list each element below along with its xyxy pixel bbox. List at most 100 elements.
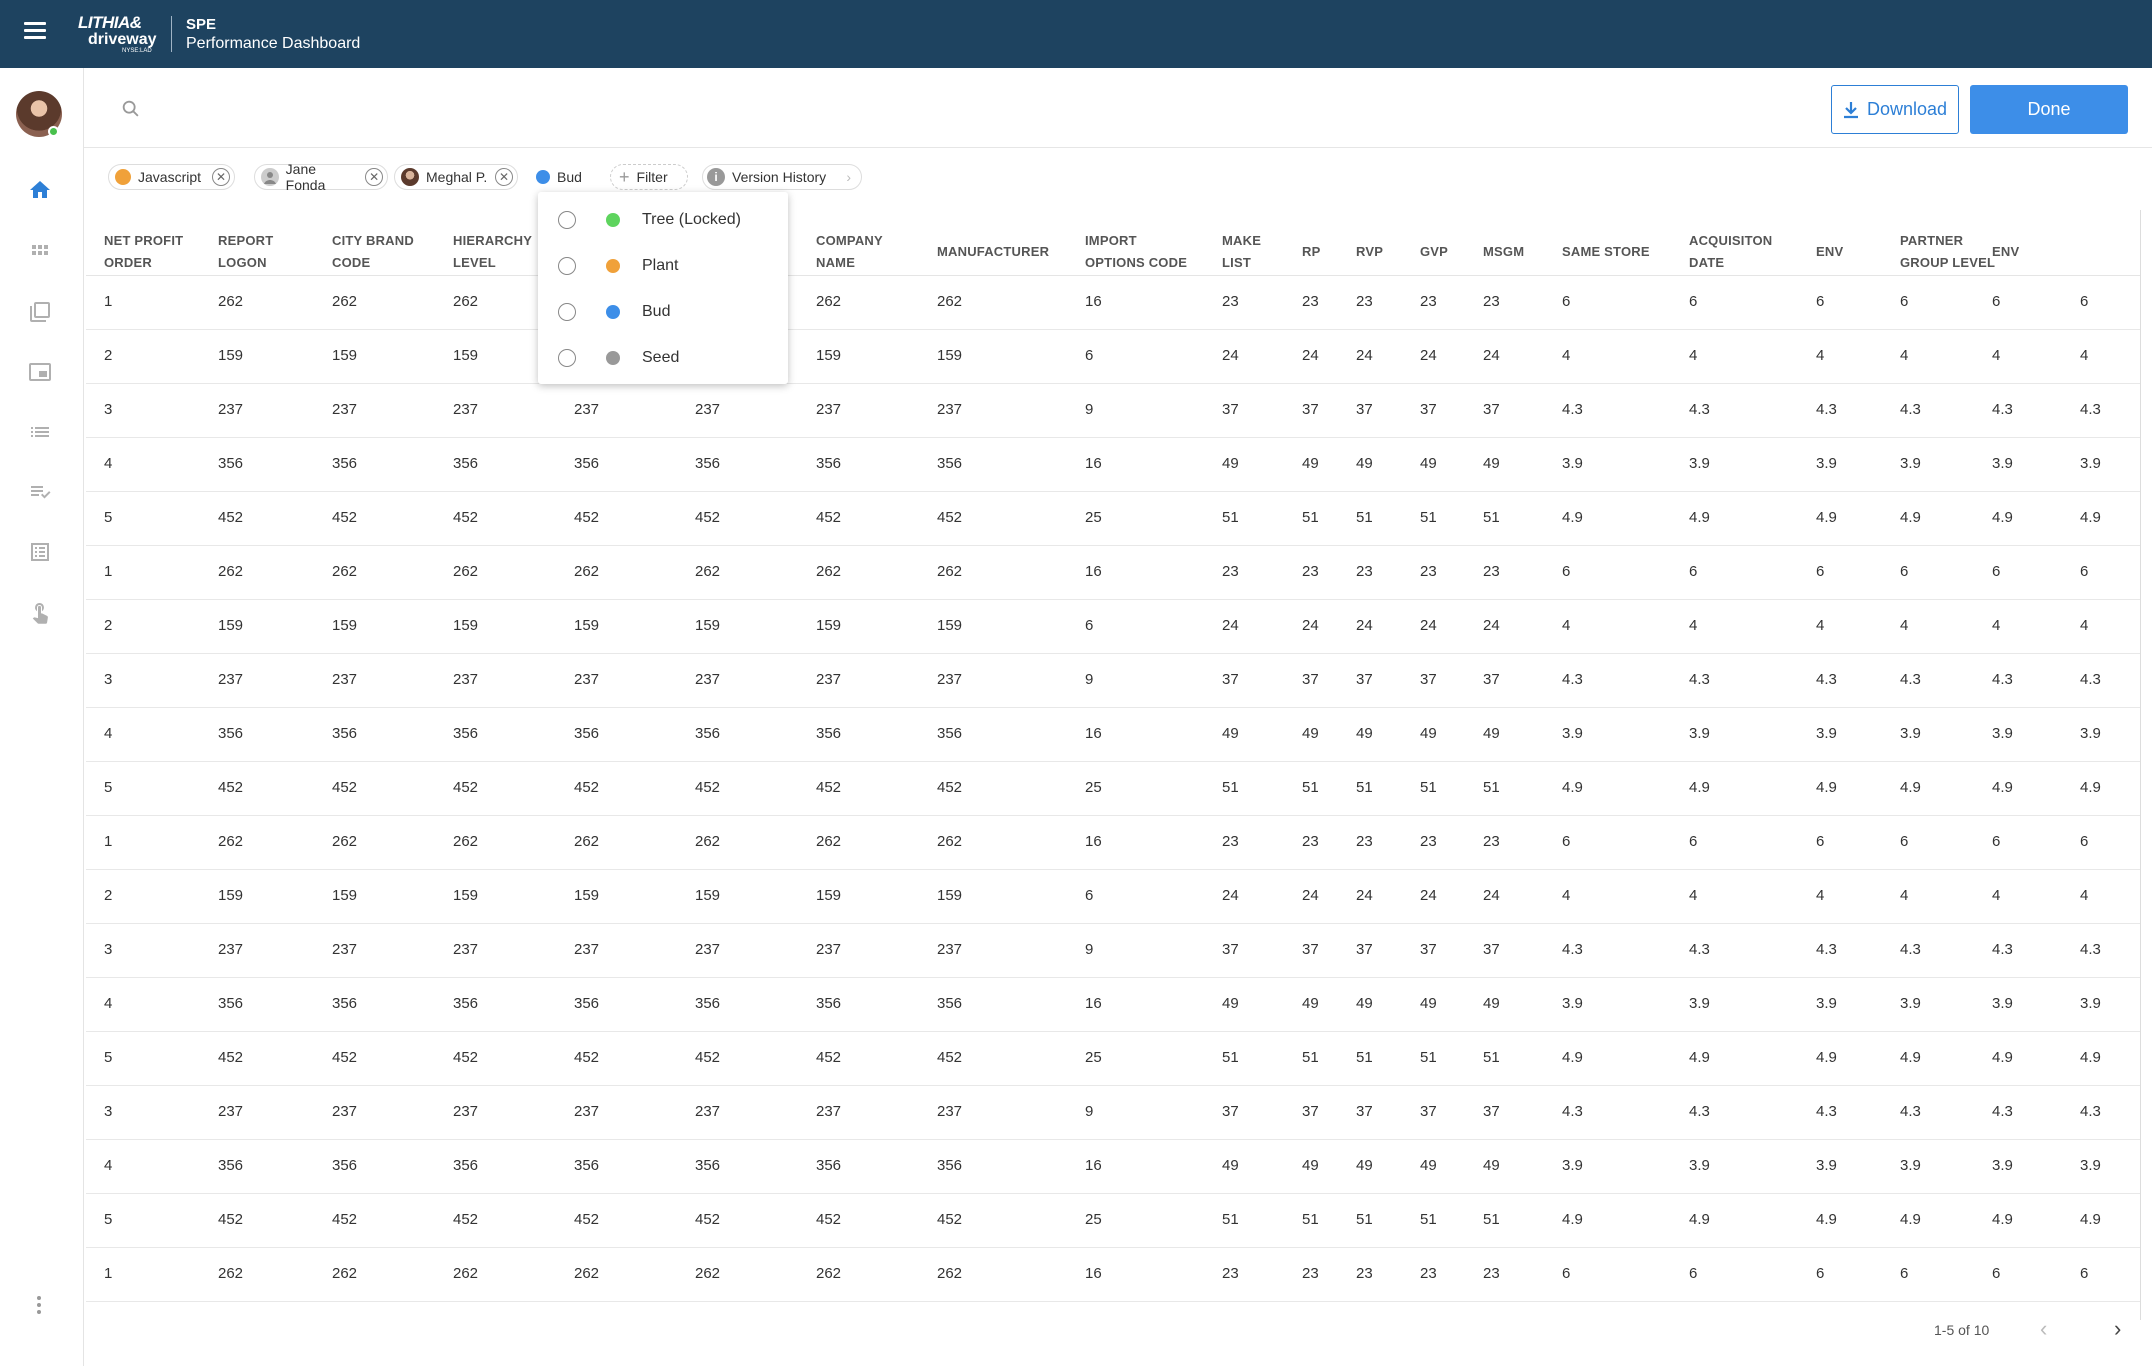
- table-cell: 356: [937, 1157, 963, 1174]
- table-cell: 49: [1356, 455, 1373, 472]
- version-history-button[interactable]: i Version History ›: [702, 164, 862, 190]
- pagination-label: 1-5 of 10: [1934, 1322, 1990, 1338]
- done-button[interactable]: Done: [1970, 85, 2128, 134]
- table-cell: 49: [1420, 455, 1437, 472]
- column-header[interactable]: COMPANY NAME: [816, 230, 883, 274]
- list-icon[interactable]: [28, 420, 52, 444]
- table-cell: 23: [1483, 293, 1500, 310]
- company-logo[interactable]: LITHIA& driveway NYSE:LAD: [78, 14, 158, 55]
- table-row[interactable]: 5 452 452 452 452 452 452 452 25 51 51 51 51 51 4.9 4.9…: [86, 1032, 2140, 1086]
- column-header[interactable]: HIERARCHY LEVEL: [453, 230, 532, 274]
- download-button[interactable]: Download: [1831, 85, 1959, 134]
- filter-chip-javascript[interactable]: Javascript ✕: [108, 164, 235, 190]
- table-row[interactable]: 4 356 356 356 356 356 356 356 16 49 49 49 49 49 3.9 3.9…: [86, 1140, 2140, 1194]
- radio-button[interactable]: [558, 211, 576, 229]
- table-icon[interactable]: [28, 540, 52, 564]
- table-cell: 237: [218, 1103, 244, 1120]
- filter-chip-meghal[interactable]: Meghal P. ✕: [394, 164, 518, 190]
- table-row[interactable]: 4 356 356 356 356 356 356 356 16 49 49 49 49 49 3.9 3.9…: [86, 978, 2140, 1032]
- table-row[interactable]: 3 237 237 237 237 237 237 237 9 37 37 37 37 37 4.3 4.3 4…: [86, 1086, 2140, 1140]
- pages-icon[interactable]: [28, 300, 52, 324]
- column-header[interactable]: ACQUISITON DATE: [1689, 230, 1772, 274]
- table-cell: 356: [332, 1157, 358, 1174]
- add-filter-button[interactable]: + Filter: [610, 164, 688, 190]
- table-cell: 4.3: [1900, 1103, 1921, 1120]
- remove-chip-icon[interactable]: ✕: [365, 168, 383, 186]
- table-cell: 51: [1483, 1211, 1500, 1228]
- remove-chip-icon[interactable]: ✕: [212, 168, 230, 186]
- table-cell: 452: [816, 509, 842, 526]
- table-cell: 24: [1356, 887, 1373, 904]
- table-cell: 1: [104, 1265, 113, 1282]
- dropdown-option-seed[interactable]: Seed: [558, 344, 679, 372]
- radio-button[interactable]: [558, 257, 576, 275]
- touch-icon[interactable]: [28, 600, 52, 624]
- column-header[interactable]: RVP: [1356, 241, 1383, 263]
- search-icon[interactable]: [120, 98, 142, 120]
- table-cell: 37: [1483, 1103, 1500, 1120]
- table-cell: 37: [1356, 941, 1373, 958]
- table-cell: 262: [695, 563, 721, 580]
- chevron-right-icon[interactable]: ›: [2114, 1316, 2122, 1341]
- table-row[interactable]: 5 452 452 452 452 452 452 452 25 51 51 51 51 51 4.9 4.9…: [86, 762, 2140, 816]
- column-header[interactable]: MAKE LIST: [1222, 230, 1261, 274]
- table-cell: 3.9: [1689, 995, 1710, 1012]
- column-header-text: ACQUISITON: [1689, 233, 1773, 248]
- column-header[interactable]: RP: [1302, 241, 1320, 263]
- radio-button[interactable]: [558, 303, 576, 321]
- filter-chip-bud[interactable]: Bud: [530, 164, 600, 190]
- table-row[interactable]: 3 237 237 237 237 237 237 237 9 37 37 37 37 37 4.3 4.3 4…: [86, 384, 2140, 438]
- table-cell: 23: [1302, 563, 1319, 580]
- table-cell: 51: [1420, 1211, 1437, 1228]
- table-cell: 51: [1356, 1211, 1373, 1228]
- column-header[interactable]: SAME STORE: [1562, 241, 1650, 263]
- gray-dot-icon: [606, 351, 620, 365]
- column-header[interactable]: NET PROFIT ORDER: [104, 230, 183, 274]
- orange-dot-icon: [115, 169, 131, 185]
- column-header[interactable]: PARTNER GROUP LEVEL: [1900, 230, 1995, 274]
- column-header[interactable]: ENV: [1816, 241, 1843, 263]
- menu-icon[interactable]: [24, 22, 46, 40]
- column-header[interactable]: REPORT LOGON: [218, 230, 273, 274]
- table-row[interactable]: 5 452 452 452 452 452 452 452 25 51 51 51 51 51 4.9 4.9…: [86, 492, 2140, 546]
- grid-icon[interactable]: [28, 240, 52, 264]
- table-cell: 16: [1085, 1157, 1102, 1174]
- filter-chip-jane-fonda[interactable]: Jane Fonda ✕: [254, 161, 388, 193]
- home-icon[interactable]: [28, 178, 52, 202]
- logo-divider: [171, 16, 172, 52]
- table-cell: 262: [816, 1265, 842, 1282]
- table-row[interactable]: 3 237 237 237 237 237 237 237 9 37 37 37 37 37 4.3 4.3 4…: [86, 924, 2140, 978]
- table-cell: 4.9: [1900, 509, 1921, 526]
- remove-chip-icon[interactable]: ✕: [495, 168, 513, 186]
- table-row[interactable]: 5 452 452 452 452 452 452 452 25 51 51 51 51 51 4.9 4.9…: [86, 1194, 2140, 1248]
- column-header[interactable]: ENV: [1992, 241, 2019, 263]
- column-header[interactable]: MANUFACTURER: [937, 241, 1049, 263]
- table-row[interactable]: 4 356 356 356 356 356 356 356 16 49 49 49 49 49 3.9 3.9…: [86, 708, 2140, 762]
- table-cell: 262: [218, 833, 244, 850]
- table-row[interactable]: 3 237 237 237 237 237 237 237 9 37 37 37 37 37 4.3 4.3 4…: [86, 654, 2140, 708]
- dropdown-option-bud[interactable]: Bud: [558, 298, 670, 326]
- radio-button[interactable]: [558, 349, 576, 367]
- dropdown-option-plant[interactable]: Plant: [558, 252, 678, 280]
- table-cell: 237: [574, 1103, 600, 1120]
- table-cell: 262: [332, 833, 358, 850]
- column-header[interactable]: GVP: [1420, 241, 1448, 263]
- table-row[interactable]: 4 356 356 356 356 356 356 356 16 49 49 49 49 49 3.9 3.9…: [86, 438, 2140, 492]
- column-header[interactable]: CITY BRAND CODE: [332, 230, 414, 274]
- column-header[interactable]: MSGM: [1483, 241, 1524, 263]
- dropdown-option-tree[interactable]: Tree (Locked): [558, 206, 741, 234]
- chevron-left-icon[interactable]: ‹: [2040, 1316, 2048, 1341]
- more-vert-icon[interactable]: [37, 1296, 43, 1317]
- column-header[interactable]: IMPORT OPTIONS CODE: [1085, 230, 1187, 274]
- checklist-icon[interactable]: [28, 480, 52, 504]
- window-icon[interactable]: [28, 360, 52, 384]
- table-cell: 3.9: [1900, 725, 1921, 742]
- table-cell: 6: [1689, 1265, 1698, 1282]
